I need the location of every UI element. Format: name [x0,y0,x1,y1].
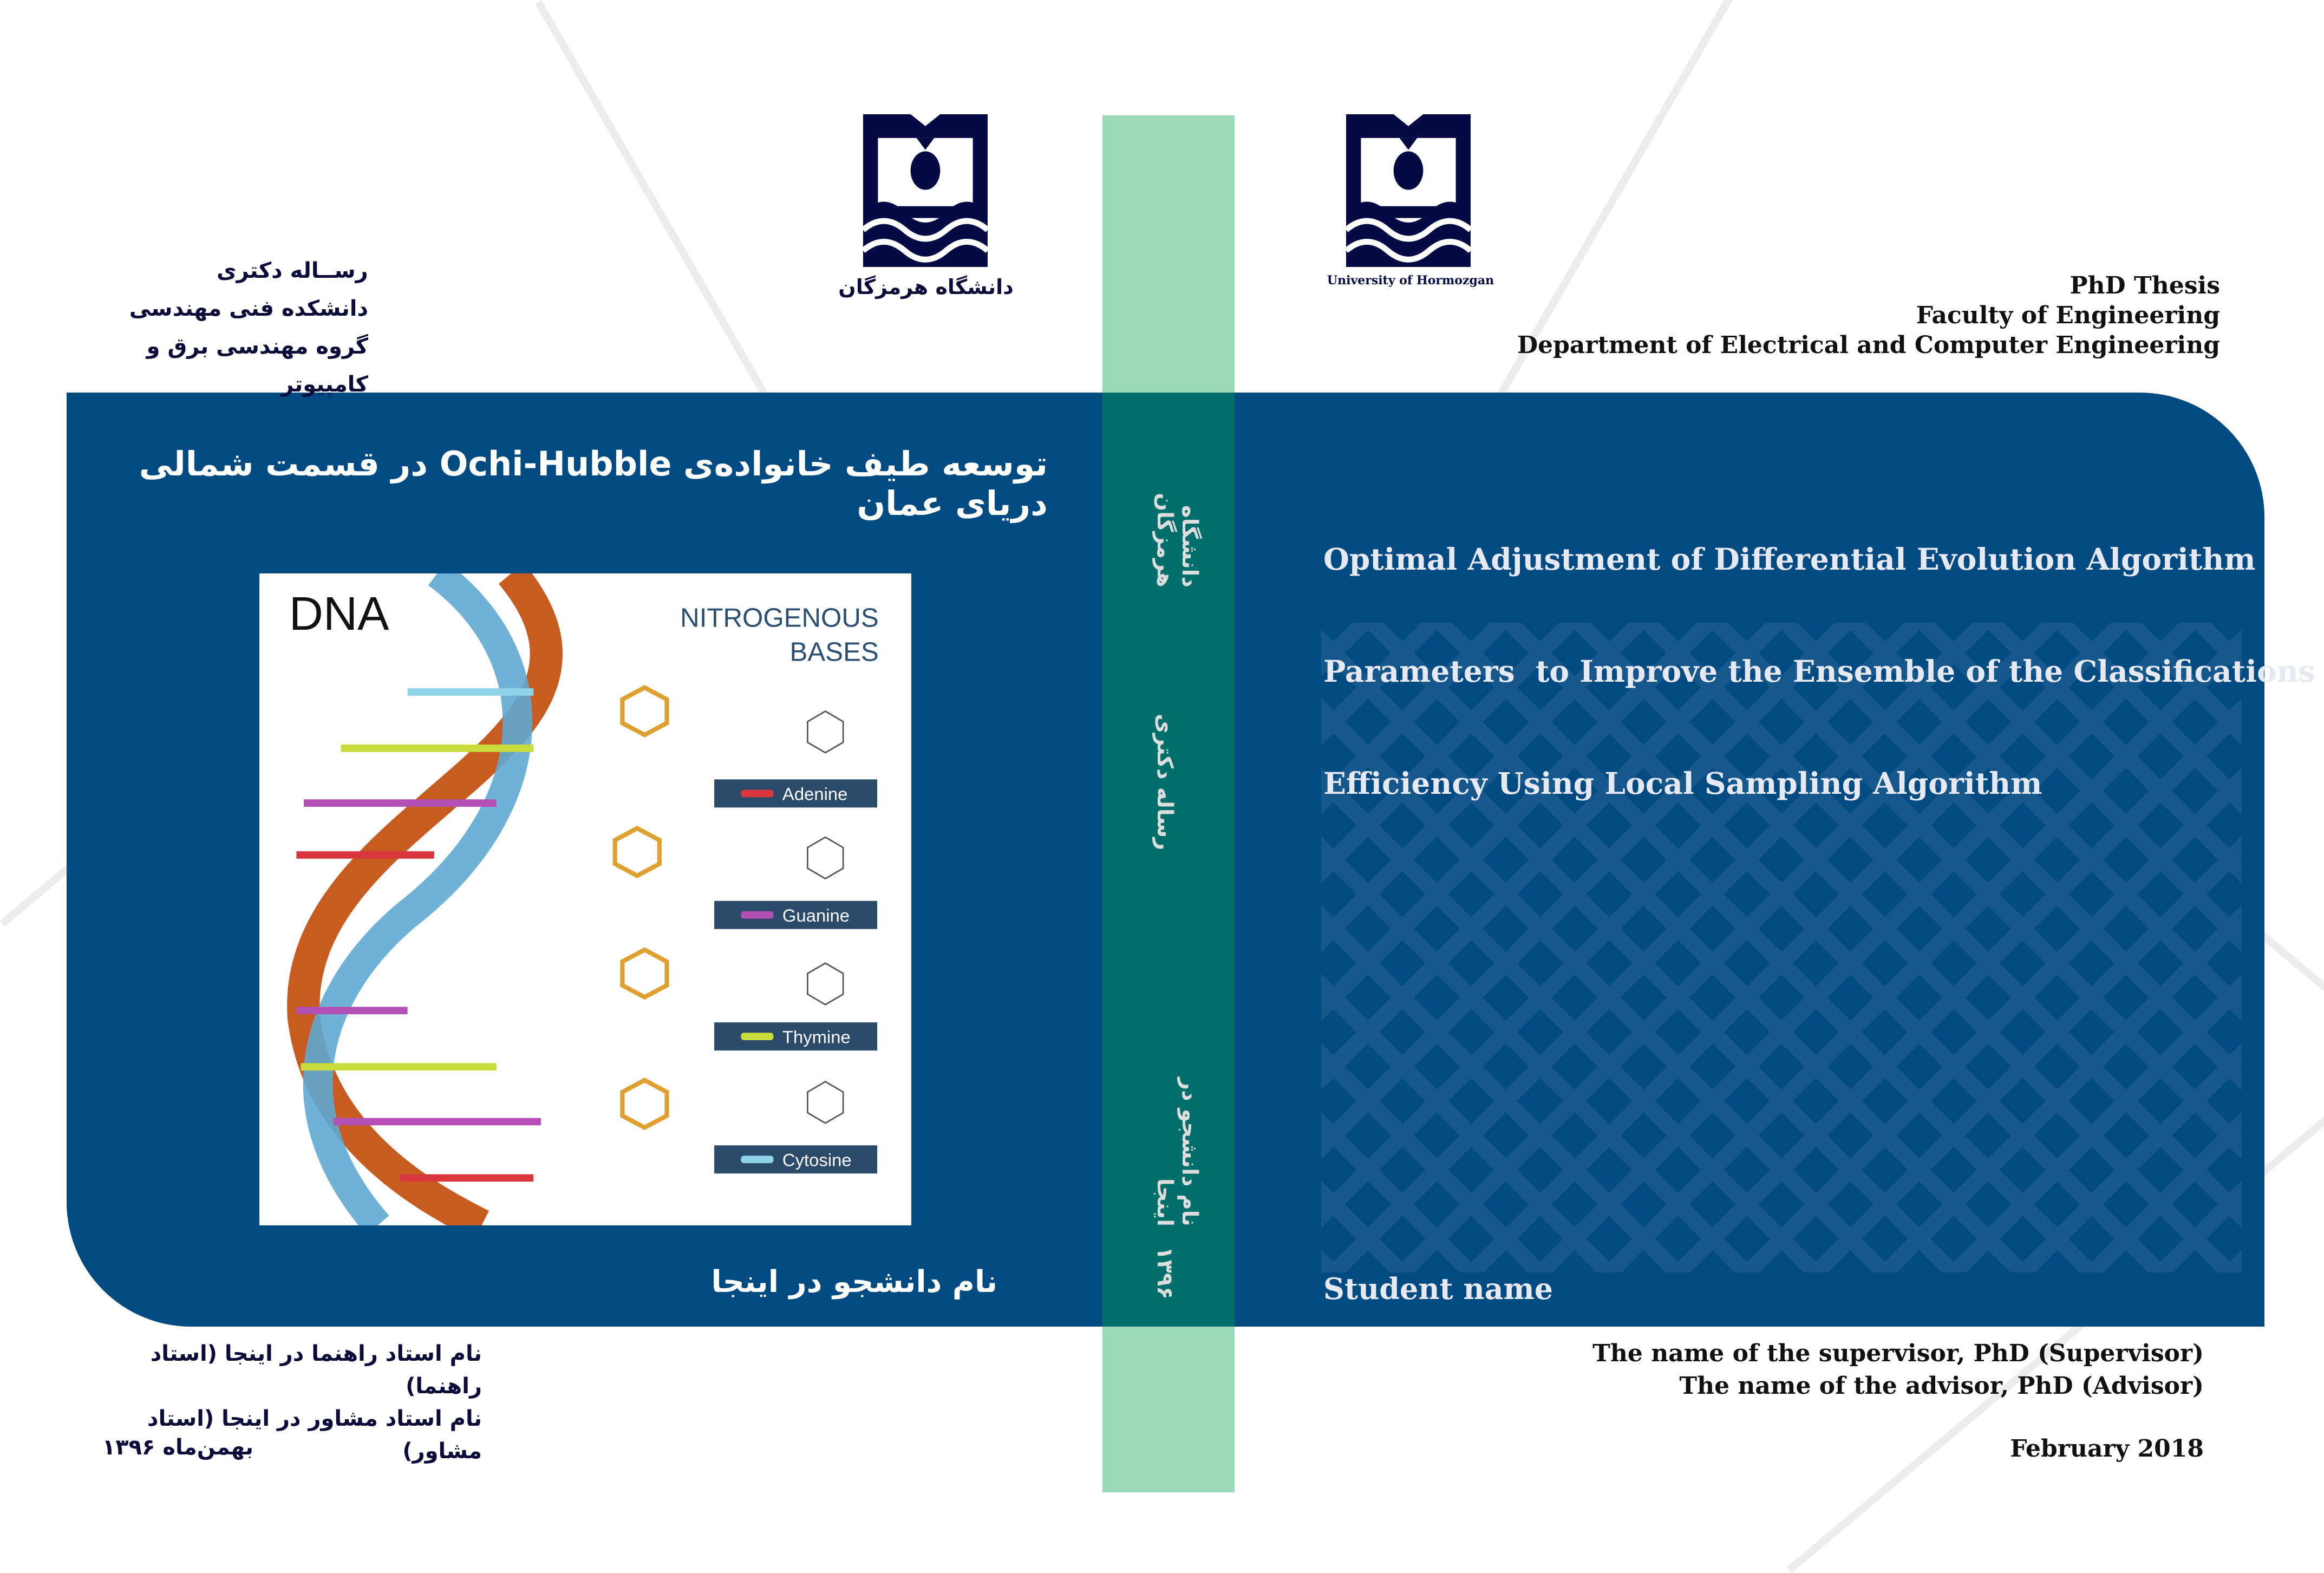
spine-student: نام دانشجو در اینجا [1152,1078,1202,1226]
base-pairs [296,688,541,1182]
student-name-persian: نام دانشجو در اینجا [711,1264,997,1300]
thesis-type-persian: رســاله دکتری [217,258,368,283]
title-line: Efficiency Using Local Sampling Algorith… [1323,766,2042,801]
base-labels: Adenine Guanine Thymine Cytosine [714,779,878,1174]
university-logo-icon [863,114,988,267]
thesis-type-english: PhD Thesis [2070,272,2220,299]
dna-figure: DNA NITROGENOUS BASES Adenine Guanine Th… [259,573,911,1225]
spine-thesis-type: رساله دکتری [1152,713,1177,850]
base-label-cytosine: Cytosine [782,1150,852,1170]
thesis-title-persian: توسعه طیف خانواده‌ی Ochi-Hubble در قسمت … [139,444,1048,523]
spine-year: ۱۳۹۶ [1152,1246,1177,1300]
band-pattern [1321,623,2242,1272]
spine-band [1102,393,1235,1327]
date-english: February 2018 [2010,1435,2204,1463]
spine-university: دانشگاه هرمزگان [1152,493,1202,588]
base-label-guanine: Guanine [782,905,850,925]
university-logo-icon [1346,114,1471,267]
base-label-thymine: Thymine [782,1027,851,1047]
dna-subtitle: BASES [790,637,879,667]
molecule-models [612,685,669,1131]
dna-strand [303,573,533,1225]
advisor-english: The name of the advisor, PhD (Advisor) [1679,1372,2204,1400]
thesis-title-english: Optimal Adjustment of Differential Evolu… [1323,466,2315,839]
dna-strand [287,573,563,1225]
university-name-english: University of Hormozgan [1327,273,1494,288]
persian-header: رســاله دکتری دانشکده فنی مهندسی گروه مه… [81,252,368,403]
department-persian: گروه مهندسی برق و کامپیوتر [146,334,368,397]
title-line: Parameters to Improve the Ensemble of th… [1323,654,2315,689]
english-header: PhD Thesis Faculty of Engineering Depart… [1517,271,2220,360]
advisor-persian: نام استاد مشاور در اینجا (استاد مشاور) [147,1406,482,1464]
english-supervisors: The name of the supervisor, PhD (Supervi… [1592,1337,2204,1402]
university-name-persian: دانشگاه هرمزگان [838,275,1014,299]
dna-subtitle: NITROGENOUS [680,603,879,633]
faculty-english: Faculty of Engineering [1916,302,2220,329]
title-line: Optimal Adjustment of Differential Evolu… [1323,541,2256,577]
supervisor-persian: نام استاد راهنما در اینجا (استاد راهنما) [150,1341,482,1399]
dna-title: DNA [289,587,389,640]
date-persian: بهمن‌ماه ۱۳۹۶ [102,1435,253,1460]
faculty-persian: دانشکده فنی مهندسی [129,296,368,321]
persian-supervisors: نام استاد راهنما در اینجا (استاد راهنما)… [81,1337,482,1467]
base-label-adenine: Adenine [782,784,847,804]
chemical-structures [807,710,844,1124]
front-cover-band-english [1235,393,2264,1327]
department-english: Department of Electrical and Computer En… [1517,331,2220,359]
student-name-english: Student name [1323,1271,1553,1306]
supervisor-english: The name of the supervisor, PhD (Supervi… [1592,1340,2204,1367]
